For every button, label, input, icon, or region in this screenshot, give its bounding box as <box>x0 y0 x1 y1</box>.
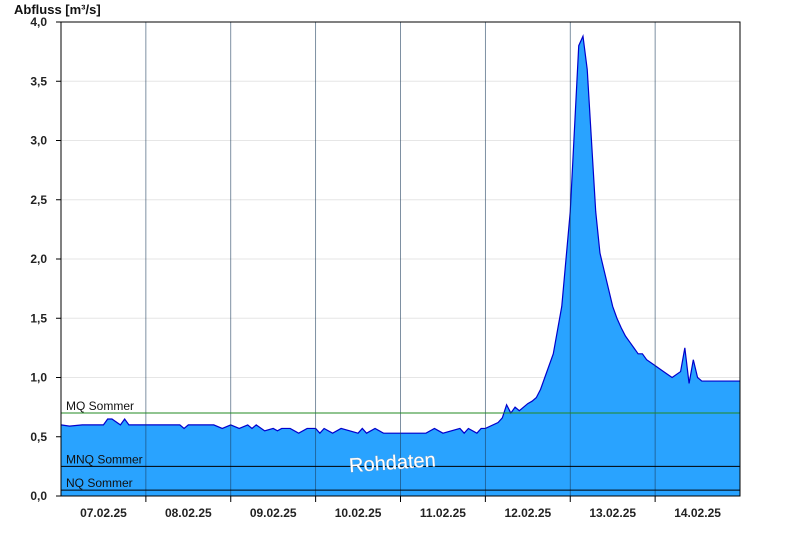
reference-line-label: NQ Sommer <box>66 476 133 490</box>
y-tick-label: 3,5 <box>30 74 47 88</box>
day-separator-lines <box>145 22 656 496</box>
x-axis-ticks: 07.02.25 08.02.25 09.02.25 10.02.25 11.02.25… <box>80 496 721 520</box>
x-tick-label: 08.02.25 <box>165 506 212 520</box>
y-tick-label: 1,0 <box>30 371 47 385</box>
y-axis-label: Abfluss [m³/s] <box>14 2 101 17</box>
x-tick-label: 07.02.25 <box>80 506 127 520</box>
x-tick-label: 10.02.25 <box>335 506 382 520</box>
y-tick-label: 4,0 <box>30 15 47 29</box>
x-tick-label: 09.02.25 <box>250 506 297 520</box>
y-tick-label: 1,5 <box>30 311 47 325</box>
reference-lines: MQ Sommer MNQ Sommer NQ Sommer <box>61 399 740 491</box>
y-axis-ticks: 0,0 0,5 1,0 1,5 2,0 2,5 3,0 3,5 4,0 <box>30 15 61 503</box>
reference-line-label: MNQ Sommer <box>66 452 143 466</box>
y-tick-label: 3,0 <box>30 134 47 148</box>
x-tick-label: 14.02.25 <box>674 506 721 520</box>
y-tick-label: 2,0 <box>30 252 47 266</box>
y-tick-label: 0,5 <box>30 430 47 444</box>
reference-line-label: MQ Sommer <box>66 399 134 413</box>
x-tick-label: 12.02.25 <box>504 506 551 520</box>
x-tick-label: 13.02.25 <box>589 506 636 520</box>
raw-data-watermark: Rohdaten <box>348 449 436 477</box>
y-tick-label: 2,5 <box>30 193 47 207</box>
x-tick-label: 11.02.25 <box>420 506 466 520</box>
y-tick-label: 0,0 <box>30 489 47 503</box>
